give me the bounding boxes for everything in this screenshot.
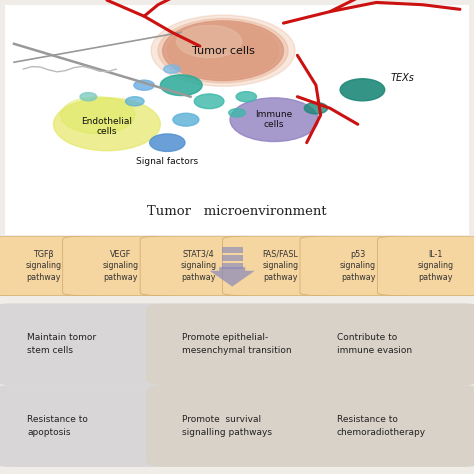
Circle shape	[158, 18, 288, 83]
Circle shape	[167, 23, 279, 78]
Circle shape	[236, 91, 256, 102]
FancyBboxPatch shape	[63, 236, 179, 296]
FancyBboxPatch shape	[140, 236, 256, 296]
Circle shape	[54, 98, 160, 151]
Text: Resistance to
apoptosis: Resistance to apoptosis	[27, 415, 88, 437]
Text: Tumor cells: Tumor cells	[191, 46, 255, 56]
Circle shape	[340, 79, 385, 101]
FancyBboxPatch shape	[222, 255, 243, 261]
Circle shape	[228, 109, 246, 117]
Circle shape	[163, 21, 283, 81]
FancyBboxPatch shape	[0, 0, 474, 242]
Circle shape	[150, 134, 185, 151]
FancyBboxPatch shape	[0, 236, 101, 296]
FancyBboxPatch shape	[222, 236, 338, 296]
Circle shape	[160, 75, 202, 96]
Text: VEGF
signaling
pathway: VEGF signaling pathway	[103, 250, 139, 282]
FancyBboxPatch shape	[146, 385, 328, 467]
Circle shape	[126, 97, 144, 106]
Text: STAT3/4
signaling
pathway: STAT3/4 signaling pathway	[180, 250, 216, 282]
Circle shape	[173, 113, 199, 126]
Circle shape	[80, 92, 97, 101]
Circle shape	[177, 26, 242, 58]
Circle shape	[134, 80, 155, 90]
FancyArrow shape	[210, 267, 255, 287]
Text: Immune
cells: Immune cells	[255, 110, 293, 129]
FancyBboxPatch shape	[0, 385, 173, 467]
Text: Resistance to
chemoradiotherapy: Resistance to chemoradiotherapy	[337, 415, 426, 437]
Text: Endothelial
cells: Endothelial cells	[82, 117, 132, 137]
Text: TGFβ
signaling
pathway: TGFβ signaling pathway	[25, 250, 61, 282]
Text: Signal factors: Signal factors	[136, 156, 199, 165]
FancyBboxPatch shape	[222, 247, 243, 253]
Circle shape	[61, 97, 135, 134]
FancyBboxPatch shape	[222, 263, 243, 269]
Text: Contribute to
immune evasion: Contribute to immune evasion	[337, 334, 412, 355]
Text: IL-1
signaling
pathway: IL-1 signaling pathway	[418, 250, 454, 282]
Text: Promote epithelial-
mesenchymal transition: Promote epithelial- mesenchymal transiti…	[182, 334, 292, 355]
Text: FAS/FASL
signaling
pathway: FAS/FASL signaling pathway	[263, 250, 299, 282]
Circle shape	[164, 65, 180, 73]
Text: TEXs: TEXs	[390, 73, 414, 83]
Circle shape	[194, 94, 224, 109]
Text: Promote  survival
signalling pathways: Promote survival signalling pathways	[182, 415, 272, 437]
FancyBboxPatch shape	[301, 303, 474, 385]
Text: p53
signaling
pathway: p53 signaling pathway	[340, 250, 376, 282]
Text: Tumor   microenvironment: Tumor microenvironment	[147, 205, 327, 218]
Circle shape	[230, 98, 318, 142]
FancyBboxPatch shape	[0, 303, 173, 385]
Circle shape	[304, 102, 328, 114]
FancyBboxPatch shape	[300, 236, 416, 296]
Text: Maintain tomor
stem cells: Maintain tomor stem cells	[27, 334, 97, 355]
Circle shape	[151, 15, 295, 86]
FancyBboxPatch shape	[301, 385, 474, 467]
FancyBboxPatch shape	[377, 236, 474, 296]
FancyBboxPatch shape	[146, 303, 328, 385]
